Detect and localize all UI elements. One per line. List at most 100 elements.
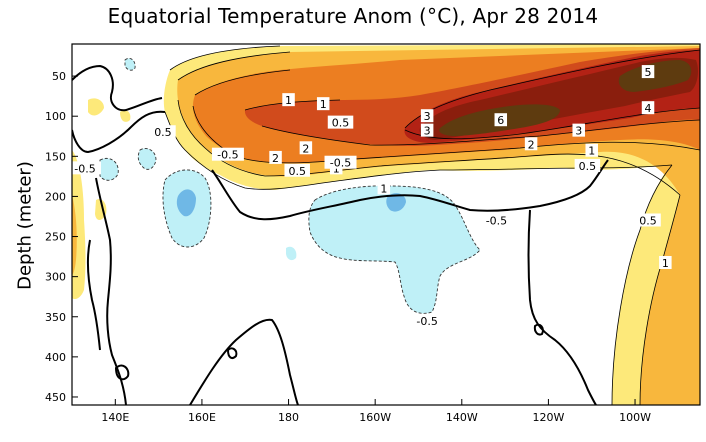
- fill-neg05-c: [138, 148, 156, 170]
- y-tick-label: 450: [45, 391, 66, 404]
- contour-label: 1: [285, 94, 292, 107]
- contour-label: 4: [645, 102, 652, 115]
- contour-label: 3: [424, 125, 431, 138]
- contour-label-bg: [420, 109, 434, 123]
- contour-label-bg: [284, 163, 310, 177]
- contour-label-bg: [282, 93, 295, 107]
- x-tick-label: 160E: [188, 411, 216, 424]
- y-tick-label: 50: [52, 70, 66, 83]
- contour-label-bg: [150, 125, 176, 139]
- contour-label: 1: [380, 182, 387, 195]
- contour-label-bg: [574, 158, 601, 172]
- contour-1-line: [177, 51, 681, 196]
- contour-label: -0.5: [486, 214, 507, 227]
- contour-label: 2: [302, 142, 309, 155]
- fill-left-warm5: [120, 110, 131, 122]
- contour-zero-main: [72, 110, 166, 154]
- contour-label-bg: [659, 256, 672, 270]
- contour-label-bg: [68, 161, 101, 175]
- contour-label-bg: [327, 115, 354, 129]
- contour-label-bg: [211, 147, 244, 161]
- contour-label-bg: [494, 113, 508, 127]
- x-tick-label: 120W: [532, 411, 564, 424]
- contour-label: 6: [497, 114, 504, 127]
- y-tick-label: 100: [45, 110, 66, 123]
- negative-contours: [99, 57, 481, 314]
- contour-label-bg: [641, 101, 655, 115]
- contour-labels: 1 10.50.5-0.5-0.52210.5-0.53362310.554-0.…: [68, 65, 672, 328]
- contour-label-bg: [572, 123, 585, 137]
- fill-left-warm2: [72, 195, 77, 275]
- x-tick-label: 180: [278, 411, 299, 424]
- contour-zero-deep2: [189, 318, 299, 405]
- contour-zero-loop2: [226, 347, 238, 359]
- contour-1-right: [639, 194, 681, 405]
- contour-label-bg: [324, 155, 357, 169]
- neg-contour-c: [137, 148, 157, 170]
- neg-contour-b: [308, 185, 481, 314]
- contour-05-right: [611, 164, 673, 405]
- contour-lines: [72, 45, 700, 405]
- y-tick-label: 350: [45, 311, 66, 324]
- contour-zero-upper: [72, 64, 163, 112]
- contour-label: 0.5: [639, 214, 657, 227]
- contour-label: 0.5: [332, 117, 350, 130]
- contour-zero-thermocline: [211, 159, 609, 221]
- contour-label: -0.5: [217, 149, 238, 162]
- fill-left-warm3: [88, 98, 104, 116]
- contour-label: 1: [320, 98, 327, 111]
- contour-label-bg: [269, 150, 282, 164]
- contour-label: -0.5: [74, 162, 95, 175]
- fill-neg1-b: [386, 193, 406, 212]
- fill-neg05-d: [100, 158, 119, 181]
- contour-label: 1: [333, 162, 340, 175]
- contour-label: 0.5: [288, 165, 306, 178]
- y-tick-label: 300: [45, 271, 66, 284]
- x-tick-label: 140E: [101, 411, 129, 424]
- contour-label: 1: [662, 257, 669, 270]
- contour-label: 3: [575, 125, 582, 138]
- contour-label: 5: [645, 66, 652, 79]
- contour-label: 0.5: [154, 126, 172, 139]
- y-tick-label: 200: [45, 190, 66, 203]
- y-tick-label: 150: [45, 150, 66, 163]
- fill-neg1-a: [176, 189, 196, 217]
- neg-contour-a: [162, 169, 212, 248]
- x-tick-label: 140W: [446, 411, 478, 424]
- contour-label: 0.5: [579, 160, 597, 173]
- contour-label-bg: [641, 65, 655, 79]
- y-tick-label: 400: [45, 351, 66, 364]
- chart-title: Equatorial Temperature Anom (°C), Apr 28…: [107, 4, 599, 28]
- y-axis-ticks: 50 100 150 200 250 300 350 400 450: [45, 70, 78, 404]
- contour-label: 1: [588, 145, 595, 158]
- contour-label-bg: [480, 213, 513, 227]
- contour-zero-deep: [527, 209, 597, 405]
- contour-label-bg: [420, 123, 434, 137]
- contour-label: 2: [528, 138, 535, 151]
- contour-label-bg: [299, 141, 313, 155]
- contour-label-bg: [377, 181, 391, 195]
- x-tick-label: 100W: [619, 411, 651, 424]
- fill-neg05-f: [125, 58, 136, 71]
- contour-zero-deep3: [533, 323, 544, 336]
- neg-contour-d: [99, 157, 119, 181]
- contour-label: 3: [424, 110, 431, 123]
- fill-pos6-b: [618, 60, 692, 92]
- x-axis-ticks: 140E 160E 180 160W 140W 120W 100W: [101, 399, 651, 424]
- contour-label: -0.5: [416, 315, 437, 328]
- neg-contour-e: [124, 57, 136, 71]
- y-tick-label: 250: [45, 231, 66, 244]
- contour-zero-loop: [114, 364, 130, 381]
- contour-label-bg: [585, 143, 598, 157]
- contour-label-bg: [411, 313, 444, 327]
- contour-label-bg: [635, 213, 661, 227]
- x-tick-label: 160W: [359, 411, 391, 424]
- plot-frame: [71, 43, 701, 406]
- contour-label: -0.5: [330, 157, 351, 170]
- contour-zero-w2: [86, 239, 101, 351]
- contour-label-bg: [524, 137, 538, 151]
- contour-label: 2: [272, 152, 279, 165]
- fill-neg05-e: [286, 246, 297, 261]
- contour-label-bg: [316, 97, 330, 111]
